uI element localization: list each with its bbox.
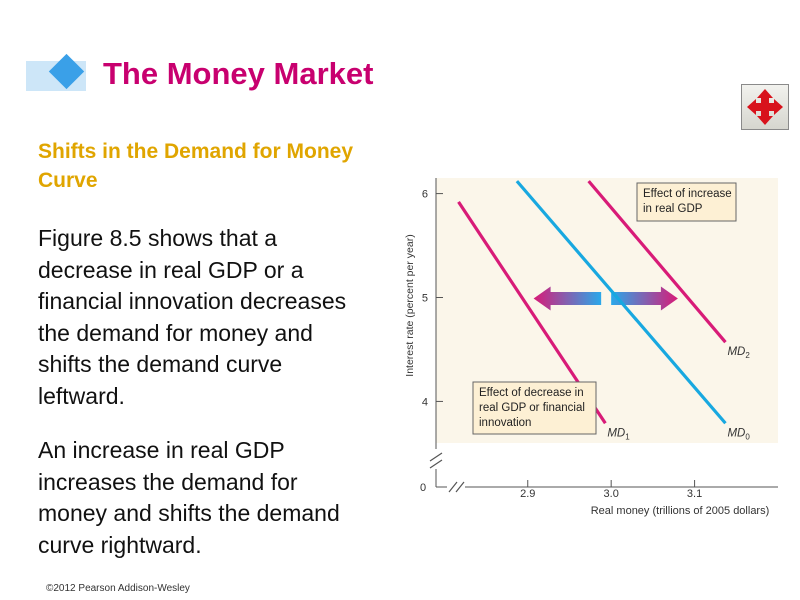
copyright-notice: ©2012 Pearson Addison-Wesley <box>46 583 190 594</box>
annotation-increase-text: in real GDP <box>643 203 703 215</box>
x-axis-label: Real money (trillions of 2005 dollars) <box>591 505 770 517</box>
money-demand-chart: 4 5 6 2.9 3.0 3.1 0 Real money (trillions of 20… <box>404 178 778 517</box>
shift-right-arrow <box>611 286 678 311</box>
y-tick-label: 6 <box>422 189 428 201</box>
y-tick-label: 4 <box>422 396 428 408</box>
y-axis-break-mark <box>429 452 443 469</box>
origin-label: 0 <box>420 482 426 494</box>
annotation-decrease-text: real GDP or financial <box>479 402 585 414</box>
four-way-arrow-icon <box>747 89 783 125</box>
annotation-decrease-text: innovation <box>479 417 531 429</box>
money-demand-figure: 4 5 6 2.9 3.0 3.1 0 Real money (trillions of 20… <box>395 168 790 533</box>
shift-left-arrow <box>533 286 602 311</box>
body-paragraph-2: An increase in real GDP increases the de… <box>38 437 340 558</box>
annotation-increase-box <box>636 182 737 222</box>
annotation-decrease-text: Effect of decrease in <box>479 387 584 399</box>
annotation-decrease-box <box>472 381 597 435</box>
x-tick-label: 3.1 <box>687 488 702 500</box>
x-tick-label: 2.9 <box>520 488 535 500</box>
demand-curve-md0 <box>515 180 727 425</box>
navigation-button[interactable] <box>741 84 789 130</box>
y-axis-label: Interest rate (percent per year) <box>404 234 416 376</box>
x-axis-break-mark <box>448 481 465 493</box>
y-tick-label: 5 <box>422 293 428 305</box>
demand-curve-md2 <box>587 180 727 344</box>
curve-label-md0: MD0 <box>727 427 750 441</box>
page-title: The Money Market <box>103 56 374 91</box>
curve-label-md2: MD2 <box>727 346 750 360</box>
annotation-increase-text: Effect of increase <box>643 188 732 200</box>
body-paragraph-1: Figure 8.5 shows that a decrease in real… <box>38 225 347 409</box>
x-tick-label: 3.0 <box>604 488 619 500</box>
section-subheading: Shifts in the Demand for Money Curve <box>38 140 354 192</box>
curve-label-md1: MD1 <box>607 427 630 441</box>
